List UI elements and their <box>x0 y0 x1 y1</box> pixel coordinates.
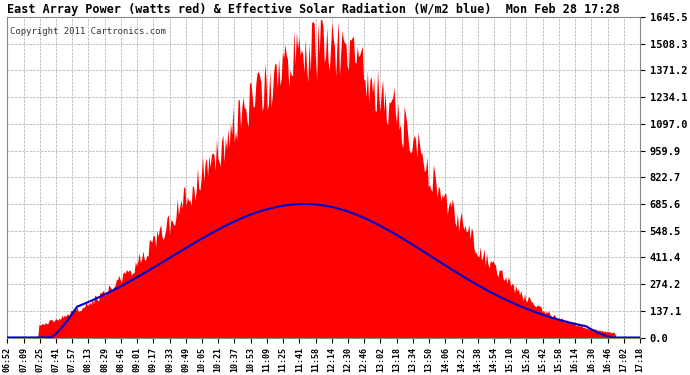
Text: East Array Power (watts red) & Effective Solar Radiation (W/m2 blue)  Mon Feb 28: East Array Power (watts red) & Effective… <box>8 3 620 16</box>
Text: Copyright 2011 Cartronics.com: Copyright 2011 Cartronics.com <box>10 27 166 36</box>
